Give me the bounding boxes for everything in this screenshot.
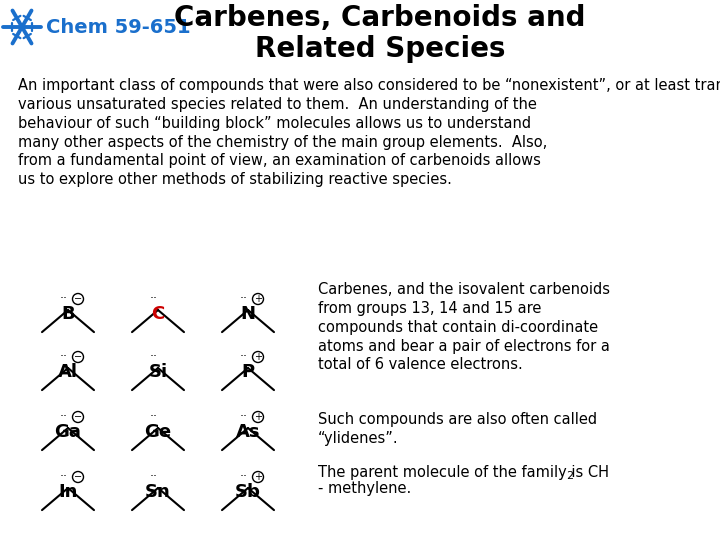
- Text: Carbenes, Carbenoids and
Related Species: Carbenes, Carbenoids and Related Species: [174, 4, 586, 63]
- Text: ··: ··: [60, 350, 68, 363]
- Text: ··: ··: [150, 293, 158, 306]
- Text: - methylene.: - methylene.: [318, 481, 411, 496]
- Text: −: −: [74, 294, 82, 304]
- Text: Si: Si: [148, 363, 168, 381]
- Text: ··: ··: [60, 470, 68, 483]
- Text: Ga: Ga: [55, 423, 81, 441]
- Text: Such compounds are also often called
“ylidenes”.: Such compounds are also often called “yl…: [318, 412, 597, 446]
- Text: ··: ··: [150, 350, 158, 363]
- Text: Ge: Ge: [145, 423, 171, 441]
- Text: −: −: [74, 472, 82, 482]
- Text: ··: ··: [150, 470, 158, 483]
- Text: −: −: [74, 352, 82, 362]
- Text: Al: Al: [58, 363, 78, 381]
- Text: ··: ··: [240, 350, 248, 363]
- Text: N: N: [240, 305, 256, 323]
- Text: The parent molecule of the family is CH: The parent molecule of the family is CH: [318, 465, 609, 480]
- Text: −: −: [74, 412, 82, 422]
- Text: ··: ··: [60, 293, 68, 306]
- Text: Chem 59-651: Chem 59-651: [46, 18, 191, 37]
- Text: Sb: Sb: [235, 483, 261, 501]
- Text: ··: ··: [240, 470, 248, 483]
- Text: C: C: [151, 305, 165, 323]
- Text: ··: ··: [240, 293, 248, 306]
- Text: ··: ··: [60, 410, 68, 423]
- Text: +: +: [254, 472, 262, 482]
- Text: 2: 2: [566, 471, 573, 481]
- Text: As: As: [235, 423, 260, 441]
- Text: An important class of compounds that were also considered to be “nonexistent”, o: An important class of compounds that wer…: [18, 78, 720, 187]
- Text: Carbenes, and the isovalent carbenoids
from groups 13, 14 and 15 are
compounds t: Carbenes, and the isovalent carbenoids f…: [318, 282, 610, 373]
- Text: +: +: [254, 352, 262, 362]
- Text: +: +: [254, 294, 262, 304]
- Text: In: In: [58, 483, 78, 501]
- Text: B: B: [61, 305, 75, 323]
- Text: P: P: [241, 363, 255, 381]
- Text: +: +: [254, 412, 262, 422]
- Text: Sn: Sn: [145, 483, 171, 501]
- Text: ··: ··: [150, 410, 158, 423]
- Text: ··: ··: [240, 410, 248, 423]
